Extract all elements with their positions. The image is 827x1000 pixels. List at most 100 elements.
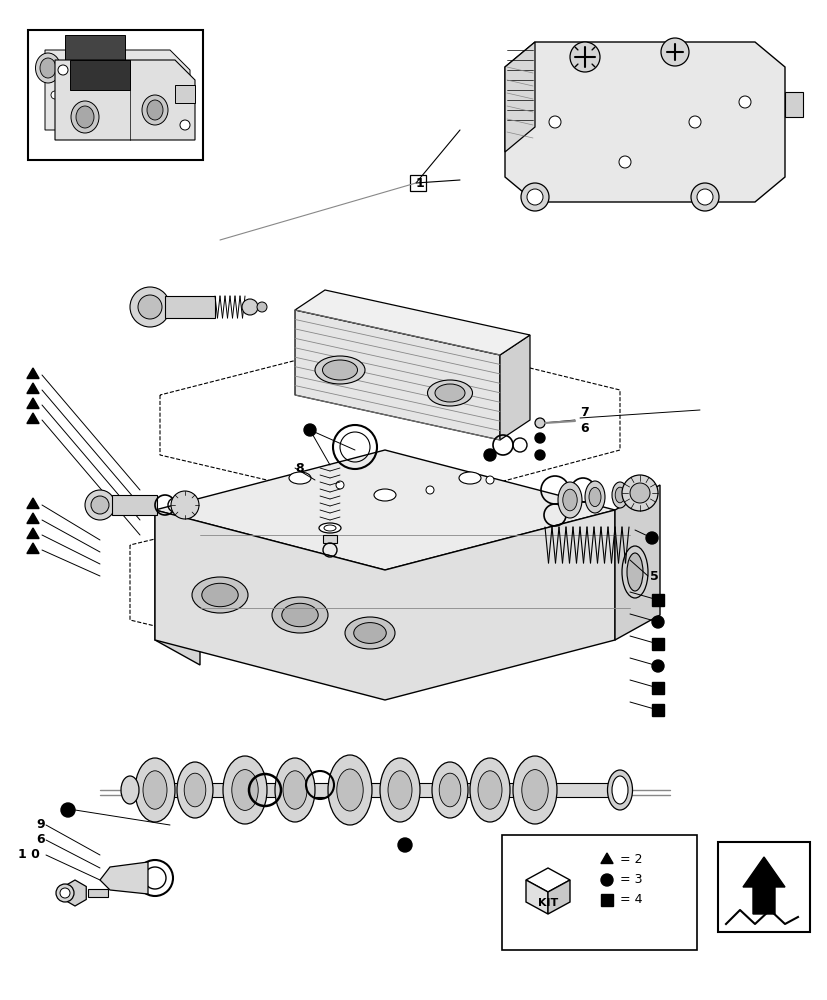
Circle shape [179,120,189,130]
Ellipse shape [477,771,501,809]
Ellipse shape [557,482,581,518]
Circle shape [645,532,657,544]
Text: = 2: = 2 [619,853,642,866]
Circle shape [688,116,700,128]
Polygon shape [155,510,614,700]
Ellipse shape [232,770,258,810]
Text: = 4: = 4 [619,893,642,906]
Circle shape [569,42,600,72]
Polygon shape [45,50,189,130]
Polygon shape [55,60,195,140]
Circle shape [691,183,718,211]
Ellipse shape [470,758,509,822]
Ellipse shape [141,95,168,125]
Polygon shape [294,290,529,355]
Ellipse shape [458,472,480,484]
Ellipse shape [323,525,336,531]
Ellipse shape [102,58,118,78]
Circle shape [130,287,170,327]
Circle shape [256,302,266,312]
Ellipse shape [314,356,365,384]
Circle shape [651,660,663,672]
Polygon shape [525,868,569,892]
Ellipse shape [76,106,94,128]
Ellipse shape [143,771,167,809]
Bar [323,535,337,543]
Ellipse shape [121,776,139,804]
Ellipse shape [202,583,238,607]
Circle shape [91,496,109,514]
Ellipse shape [147,100,163,120]
Ellipse shape [192,577,248,613]
Ellipse shape [432,762,467,818]
Text: 1 0: 1 0 [18,848,40,861]
Circle shape [484,449,495,461]
Bar [409,175,425,191]
Circle shape [739,96,750,108]
Polygon shape [504,42,784,202]
Circle shape [425,486,433,494]
Ellipse shape [434,384,465,402]
Ellipse shape [40,58,56,78]
Text: 1: 1 [415,177,424,190]
Ellipse shape [281,603,318,627]
Ellipse shape [318,523,341,533]
Text: 6: 6 [579,422,588,434]
Polygon shape [504,42,534,152]
Bar [174,85,195,103]
Polygon shape [26,383,39,393]
Polygon shape [26,528,39,538]
Circle shape [526,189,543,205]
Ellipse shape [289,472,311,484]
Polygon shape [26,543,39,554]
Polygon shape [547,880,569,914]
Circle shape [85,490,115,520]
Circle shape [696,189,712,205]
Bar [651,704,663,716]
Circle shape [60,888,70,898]
Polygon shape [525,880,547,914]
Circle shape [629,483,649,503]
Bar [717,842,809,932]
Polygon shape [600,853,612,863]
Polygon shape [26,498,39,508]
Ellipse shape [345,617,394,649]
Circle shape [621,475,657,511]
Bar [784,92,802,117]
Circle shape [548,116,561,128]
Ellipse shape [222,756,266,824]
Bar [88,889,108,897]
Ellipse shape [388,771,412,809]
Circle shape [651,616,663,628]
Text: 8: 8 [294,462,304,475]
Ellipse shape [380,758,419,822]
Ellipse shape [272,597,327,633]
Ellipse shape [521,770,547,810]
Ellipse shape [513,756,557,824]
Polygon shape [500,335,529,440]
Circle shape [304,424,316,436]
Polygon shape [160,335,619,510]
Bar [130,783,609,797]
Polygon shape [65,35,125,60]
Text: KIT: KIT [538,898,557,908]
Circle shape [336,481,343,489]
Circle shape [485,476,494,484]
Bar [651,638,663,650]
Polygon shape [26,413,39,424]
Ellipse shape [177,762,213,818]
Ellipse shape [283,771,307,809]
Ellipse shape [626,553,643,591]
Ellipse shape [588,487,600,507]
Ellipse shape [374,489,395,501]
Polygon shape [742,857,784,914]
Polygon shape [26,513,39,524]
Circle shape [660,38,688,66]
Circle shape [398,838,412,852]
Text: 5: 5 [649,570,658,582]
Ellipse shape [611,776,627,804]
Ellipse shape [607,770,632,810]
Ellipse shape [275,758,314,822]
Text: 6: 6 [36,833,45,846]
Ellipse shape [337,769,363,811]
